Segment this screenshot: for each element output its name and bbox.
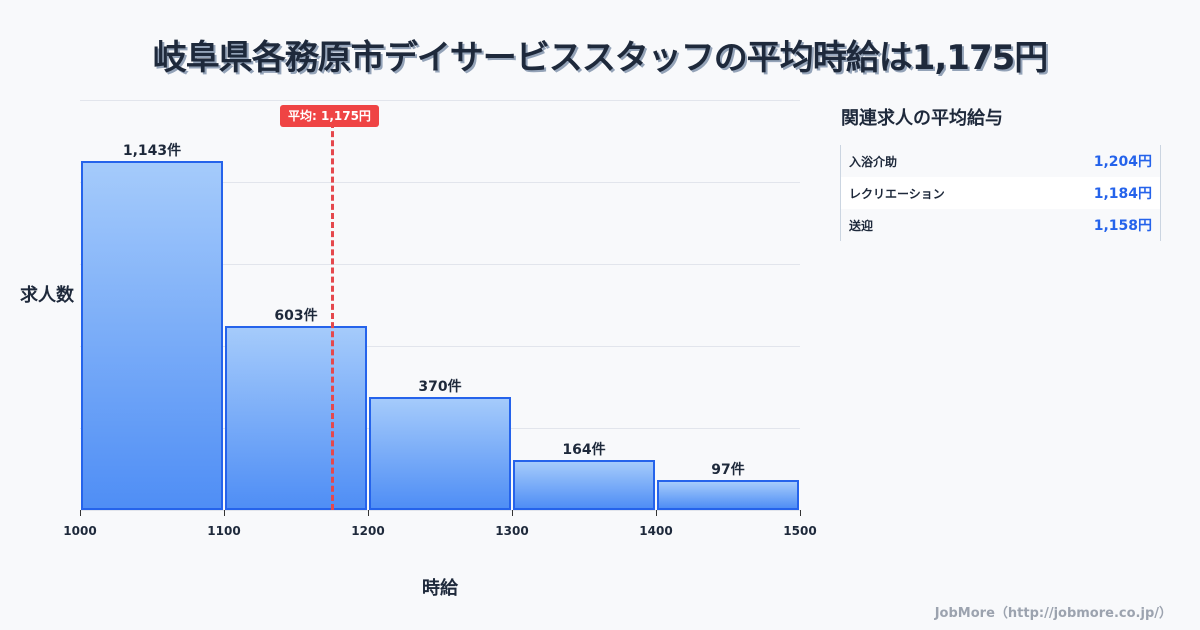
x-axis-tick-label: 1000 — [63, 524, 97, 538]
x-axis-tick-label: 1300 — [495, 524, 529, 538]
bar-value-label: 164件 — [562, 442, 606, 458]
job-name: 送迎 — [849, 218, 874, 233]
job-average-wage: 1,158円 — [1093, 218, 1152, 234]
x-axis-tick-label: 1400 — [639, 524, 673, 538]
histogram-bar — [225, 326, 367, 510]
bar-value-label: 97件 — [711, 462, 745, 478]
x-axis-tick — [80, 510, 81, 516]
footer-credit: JobMore（http://jobmore.co.jp/） — [934, 606, 1172, 621]
histogram-bar — [81, 161, 223, 510]
related-salary-row: 入浴介助 1,204円 — [841, 145, 1160, 177]
histogram-bar — [369, 397, 511, 510]
related-salary-table: 入浴介助 1,204円 レクリエーション 1,184円 送迎 1,158円 — [840, 145, 1161, 241]
x-axis-tick — [800, 510, 801, 516]
average-badge: 平均: 1,175円 — [280, 105, 379, 127]
x-axis-tick-label: 1200 — [351, 524, 385, 538]
x-axis-tick-label: 1100 — [207, 524, 241, 538]
x-axis-tick-label: 1500 — [783, 524, 817, 538]
gridline — [80, 100, 800, 101]
x-axis-tick — [224, 510, 225, 516]
x-axis-tick — [656, 510, 657, 516]
related-salary-row: レクリエーション 1,184円 — [841, 177, 1160, 209]
bar-value-label: 603件 — [274, 308, 318, 324]
page-title: 岐阜県各務原市デイサービススタッフの平均時給は1,175円 — [152, 38, 1049, 78]
x-axis-tick — [512, 510, 513, 516]
average-line — [331, 122, 334, 510]
x-axis-tick — [368, 510, 369, 516]
bar-value-label: 1,143件 — [122, 143, 182, 159]
gridline — [80, 264, 800, 265]
related-salary-row: 送迎 1,158円 — [841, 209, 1160, 241]
histogram-chart: 1,143件 603件 370件 164件 97件 平均: 1,175円 1000 110… — [20, 100, 817, 599]
bar-value-label: 370件 — [418, 379, 462, 395]
job-average-wage: 1,184円 — [1093, 186, 1152, 202]
related-salary-title: 関連求人の平均給与 — [841, 108, 1003, 129]
gridline — [80, 510, 800, 511]
gridline — [80, 346, 800, 347]
job-average-wage: 1,204円 — [1093, 154, 1152, 170]
histogram-bar — [513, 460, 655, 510]
histogram-bar — [657, 480, 799, 510]
gridline — [80, 182, 800, 183]
x-axis-label: 時給 — [422, 578, 458, 599]
job-name: 入浴介助 — [849, 154, 898, 169]
job-name: レクリエーション — [849, 186, 945, 201]
y-axis-label: 求人数 — [20, 285, 74, 306]
